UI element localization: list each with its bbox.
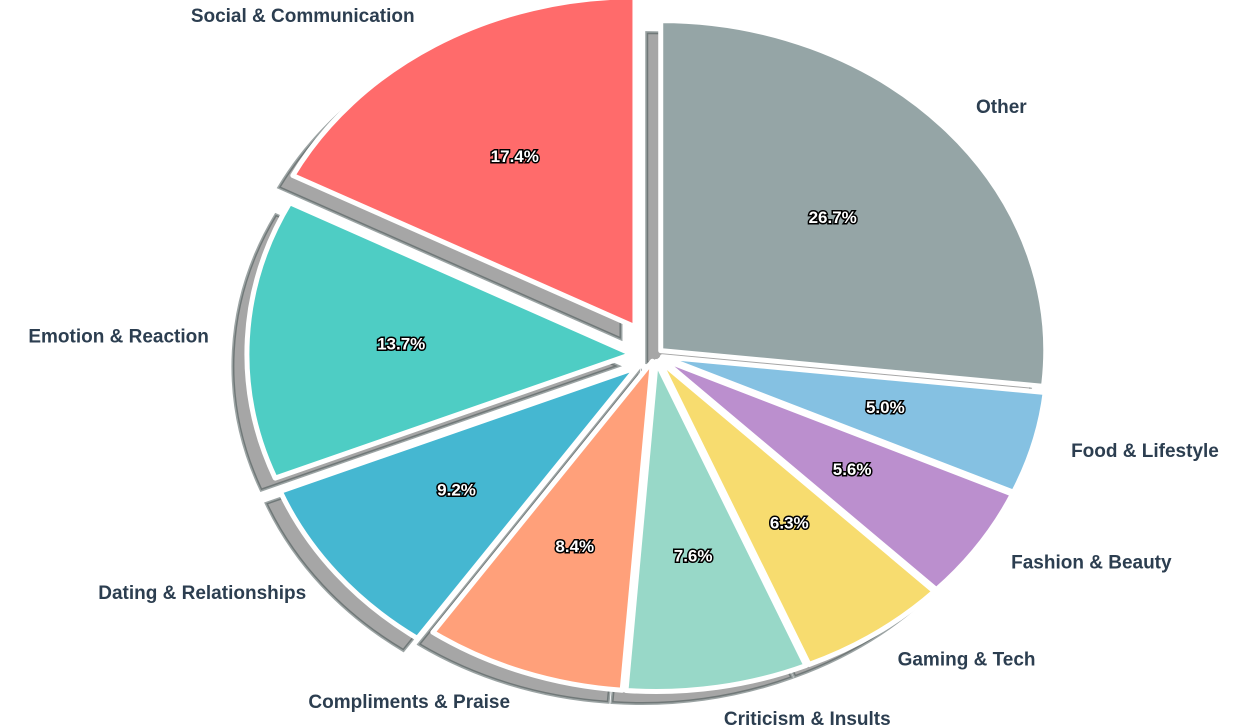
category-label: Criticism & Insults <box>724 709 891 725</box>
slice <box>277 364 640 641</box>
slice <box>290 0 638 330</box>
slice <box>430 358 655 693</box>
category-label: Fashion & Beauty <box>1011 552 1172 573</box>
category-label: Social & Communication <box>191 6 415 27</box>
value-label: 5.0% <box>866 398 905 417</box>
value-label: 9.2% <box>437 481 476 500</box>
slice <box>656 357 937 667</box>
value-label: 17.4% <box>491 147 539 166</box>
value-label: 5.6% <box>833 460 872 479</box>
slice <box>623 359 809 695</box>
category-label: Gaming & Tech <box>898 650 1036 671</box>
slice <box>244 200 635 481</box>
category-label: Food & Lifestyle <box>1071 441 1219 462</box>
value-label: 26.7% <box>809 208 857 227</box>
category-label: Other <box>976 97 1027 118</box>
slice <box>658 18 1049 389</box>
value-label: 7.6% <box>674 546 713 565</box>
value-label: 8.4% <box>555 537 594 556</box>
category-label: Dating & Relationships <box>98 583 306 604</box>
category-label: Compliments & Praise <box>308 692 510 713</box>
slice <box>658 356 1015 593</box>
value-label: 6.3% <box>770 514 809 533</box>
category-label: Emotion & Reaction <box>28 327 209 348</box>
value-label: 13.7% <box>377 335 425 354</box>
